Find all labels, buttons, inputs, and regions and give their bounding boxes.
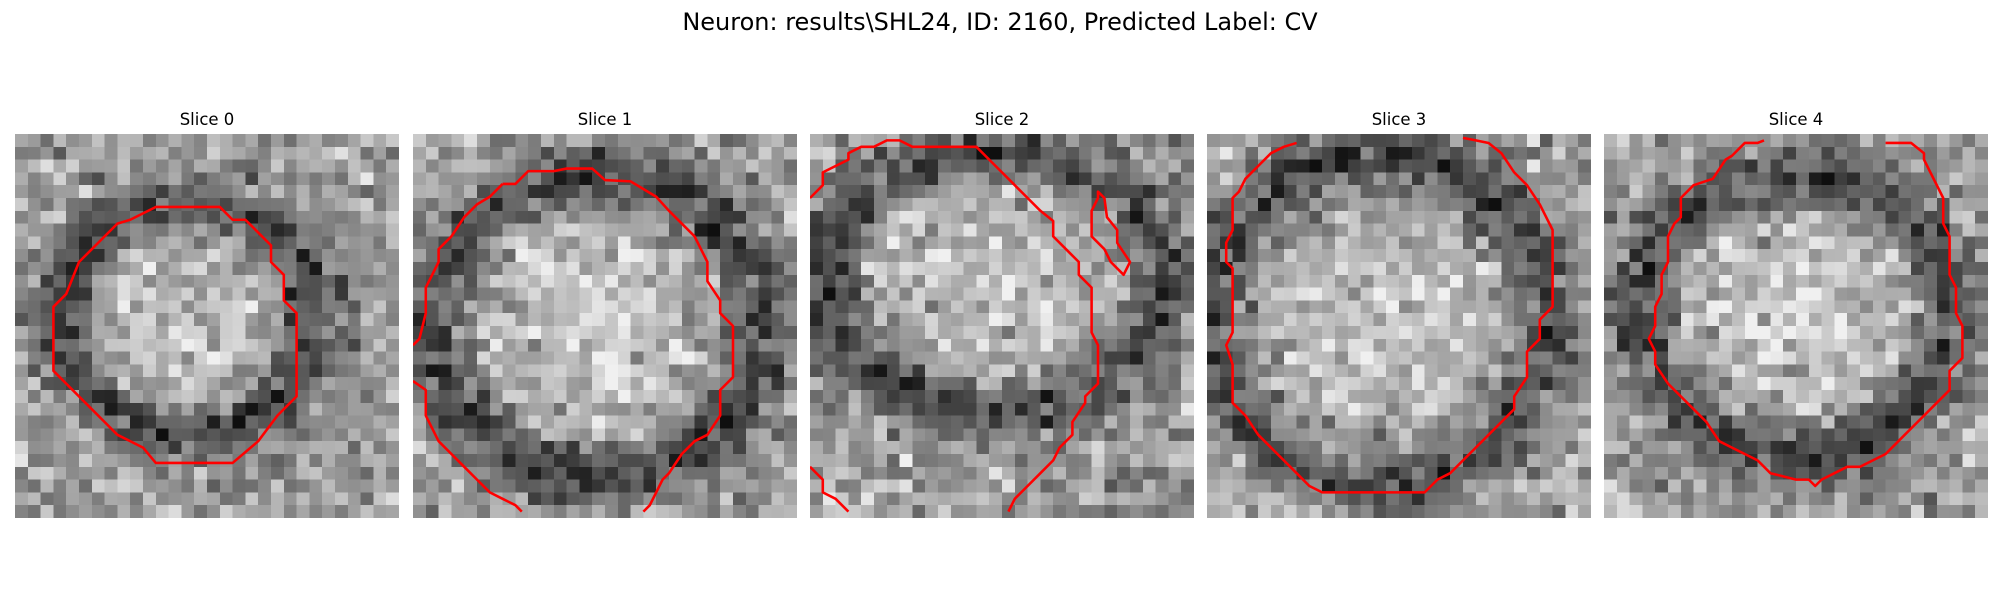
contour-line (810, 139, 1100, 513)
contour-line (1090, 190, 1132, 277)
slice-title-0: Slice 0 (179, 110, 235, 129)
contour-line (810, 465, 850, 513)
pixel-grid (1604, 134, 1988, 518)
slice-image-4 (1604, 134, 1988, 518)
slice-title-4: Slice 4 (1768, 110, 1824, 129)
slice-image-3 (1207, 134, 1591, 518)
pixel-grid (1207, 134, 1591, 518)
slice-title-1: Slice 1 (577, 110, 633, 129)
contour-line (52, 205, 298, 465)
figure-title: Neuron: results\SHL24, ID: 2160, Predict… (682, 8, 1318, 36)
pixel-grid (413, 134, 797, 518)
pixel-grid (810, 134, 1194, 518)
contour-line (413, 379, 523, 513)
pixel-grid (15, 134, 399, 518)
contour-line (502, 167, 735, 513)
slice-title-3: Slice 3 (1371, 110, 1427, 129)
slice-panel-4: Slice 4 (1604, 108, 1988, 518)
slice-image-1 (413, 134, 797, 518)
slice-title-2: Slice 2 (974, 110, 1030, 129)
slice-panel-0: Slice 0 (15, 108, 399, 518)
slice-panel-2: Slice 2 (810, 108, 1194, 518)
slice-image-2 (810, 134, 1194, 518)
slice-panel-3: Slice 3 (1207, 108, 1591, 518)
slice-image-0 (15, 134, 399, 518)
contour-line (413, 183, 504, 347)
slice-panel-1: Slice 1 (413, 108, 797, 518)
contour-line (1224, 136, 1554, 494)
contour-line (1647, 139, 1964, 488)
